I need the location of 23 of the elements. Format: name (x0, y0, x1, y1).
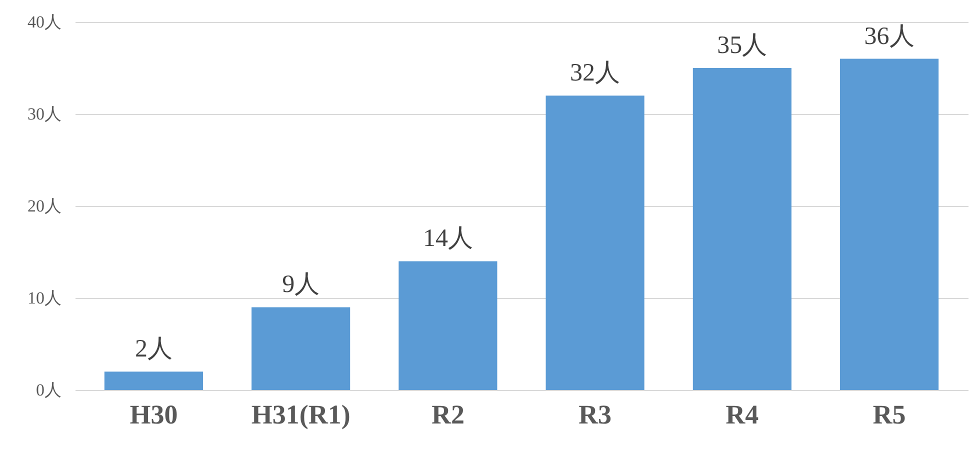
y-tick-label: 0人 (36, 380, 62, 400)
bar (104, 372, 203, 390)
x-tick-label: R2 (431, 400, 464, 430)
y-tick-label: 20人 (28, 196, 62, 216)
x-tick-label: H31(R1) (251, 400, 350, 430)
data-label: 35人 (717, 32, 768, 59)
x-tick-label: R3 (578, 400, 612, 430)
data-label: 9人 (282, 271, 320, 298)
bar (840, 58, 939, 390)
y-tick-label: 40人 (28, 12, 62, 32)
x-tick-label: H30 (130, 400, 178, 430)
y-tick-label: 30人 (28, 104, 62, 124)
bar (692, 68, 792, 390)
bar (546, 96, 644, 390)
x-tick-label: R5 (872, 400, 906, 430)
data-label: 2人 (134, 336, 172, 363)
data-label: 14人 (422, 225, 473, 252)
data-label: 32人 (570, 60, 620, 87)
bar (398, 261, 498, 390)
y-tick-label: 10人 (28, 288, 62, 308)
bar (252, 307, 350, 390)
data-label: 36人 (864, 22, 914, 50)
x-tick-label: R4 (726, 400, 759, 430)
